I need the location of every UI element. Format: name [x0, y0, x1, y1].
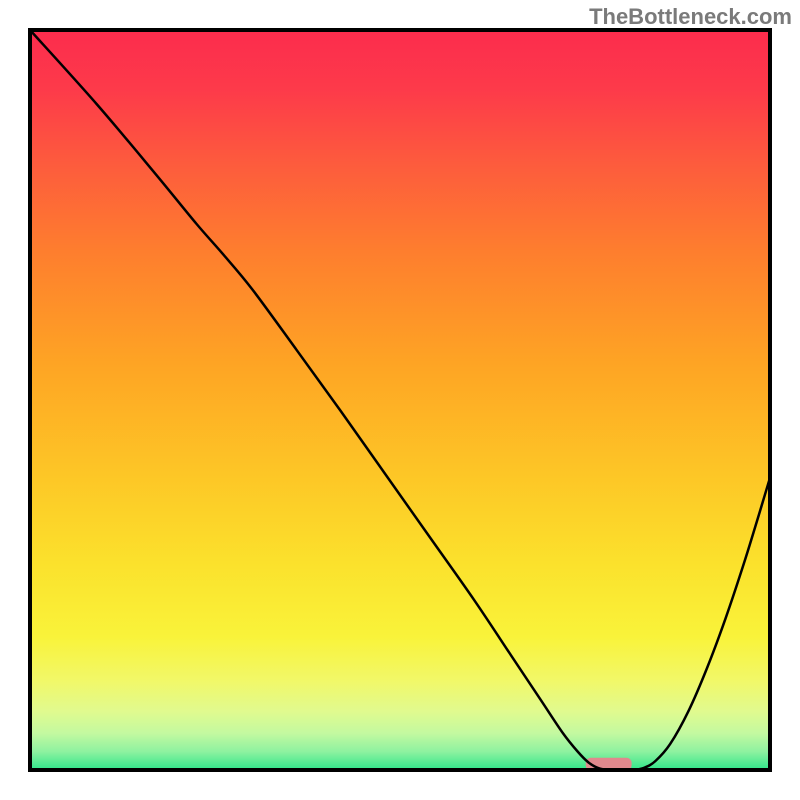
chart-container — [0, 0, 800, 800]
chart-svg — [0, 0, 800, 800]
plot-background — [30, 30, 770, 770]
watermark-text: TheBottleneck.com — [589, 4, 792, 30]
